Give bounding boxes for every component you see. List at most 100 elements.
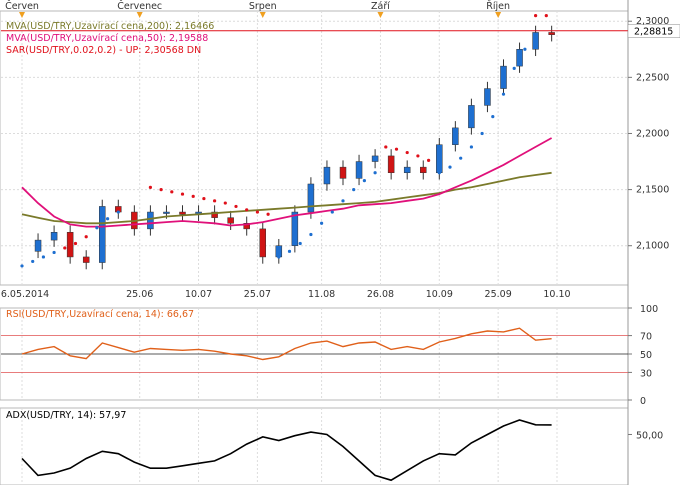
sar-point	[427, 158, 431, 163]
date-tick-label: 10.07	[185, 289, 212, 300]
rsi-tick-label: 0	[640, 396, 646, 407]
price-candle	[403, 166, 411, 174]
sar-point	[405, 150, 409, 155]
month-marker-icon	[495, 12, 502, 18]
date-tick-label: 26.05.2014	[0, 289, 49, 300]
price-tick-label: 2,2000	[636, 128, 669, 139]
month-strip	[0, 0, 628, 11]
adx-tick-label: 50,00	[636, 430, 663, 441]
sar-point	[309, 232, 313, 237]
sar-point	[223, 201, 227, 205]
sar-point	[202, 196, 206, 201]
price-candle	[468, 105, 475, 129]
price-candle	[259, 228, 266, 258]
sar-point	[491, 115, 495, 119]
price-candle	[211, 211, 218, 218]
price-candle	[34, 239, 42, 252]
rsi-tick-label: 50	[640, 350, 652, 361]
sar-point	[170, 190, 174, 194]
rsi-tick-label: 30	[640, 368, 652, 379]
price-candle	[50, 231, 58, 241]
sar-point	[159, 187, 163, 192]
sar-point	[384, 145, 388, 149]
price-candle	[371, 155, 379, 162]
sar-point	[341, 199, 345, 203]
price-candle	[163, 211, 170, 214]
sar-point	[352, 187, 356, 192]
mva-50-line	[21, 137, 553, 228]
price-tick-label: 2,1000	[636, 241, 669, 252]
sar-point	[298, 241, 302, 246]
adx-line	[21, 419, 552, 482]
sar-point	[180, 192, 185, 196]
sar-point	[277, 255, 281, 259]
price-candle	[82, 256, 90, 263]
adx-legend: ADX(USD/TRY, 14): 57,97	[6, 410, 126, 421]
sar-point	[501, 92, 506, 96]
month-label: Říjen	[486, 1, 510, 12]
month-marker-icon	[259, 12, 266, 18]
sar-point	[84, 235, 88, 239]
sar-point	[52, 250, 56, 255]
sar-point	[416, 154, 420, 158]
price-candle	[275, 245, 283, 258]
month-label: Září	[371, 1, 390, 12]
date-tick-label: 10.10	[543, 289, 570, 300]
sar-point	[148, 185, 152, 189]
sar-point	[287, 249, 292, 253]
price-legend-entry: MVA(USD/TRY,Uzavírací cena,50): 2,19588	[6, 33, 208, 44]
price-candle	[227, 217, 234, 224]
sar-point	[448, 165, 452, 169]
date-tick-label: 11.08	[308, 289, 335, 300]
sar-point	[95, 226, 99, 230]
sar-point	[20, 264, 24, 268]
price-legend-entry: MVA(USD/TRY,Uzavírací cena,200): 2,16466	[6, 21, 214, 32]
current-price-tag	[627, 24, 680, 38]
price-tick-label: 2,1500	[636, 185, 669, 196]
sar-point	[213, 199, 217, 203]
sar-point	[116, 210, 120, 214]
sar-point	[41, 255, 46, 259]
price-candle	[420, 166, 427, 174]
sar-point	[245, 208, 249, 212]
date-tick-label: 26.08	[367, 289, 394, 300]
rsi-legend: RSI(USD/TRY,Uzavírací cena, 14): 66,67	[6, 309, 194, 320]
month-marker-icon	[136, 12, 143, 18]
rsi-tick-label: 100	[640, 304, 658, 315]
sar-point	[234, 204, 238, 209]
sar-point	[255, 210, 259, 214]
sar-point	[544, 14, 548, 18]
sar-point	[523, 47, 527, 51]
price-candle	[500, 65, 507, 89]
sar-point	[373, 171, 377, 175]
sar-point	[362, 179, 366, 183]
price-candle	[291, 211, 299, 246]
price-candle	[484, 88, 491, 106]
price-candle	[436, 144, 443, 174]
current-price-value: 2,28815	[634, 27, 673, 38]
sar-point	[459, 156, 463, 160]
sar-point	[320, 221, 324, 225]
price-legend-entry: SAR(USD/TRY,0.02,0.2) - UP: 2,30568 DN	[6, 45, 201, 56]
price-candle	[548, 32, 555, 35]
sar-point	[330, 210, 334, 214]
price-tick-label: 2,2500	[636, 72, 669, 83]
price-candle	[387, 155, 395, 174]
price-candle	[243, 223, 250, 230]
date-tick-label: 25.09	[485, 289, 512, 300]
rsi-line	[21, 327, 552, 361]
sar-point	[480, 131, 484, 136]
sar-point	[266, 212, 270, 216]
month-label: Červen	[5, 0, 39, 12]
price-candle	[147, 211, 154, 230]
sar-point	[512, 66, 516, 70]
price-candle	[355, 161, 363, 179]
sar-point	[63, 246, 67, 250]
mva-200-line	[21, 171, 552, 225]
sar-point	[73, 241, 78, 246]
month-label: Červenec	[117, 0, 162, 12]
price-tick-label: 2,3000	[636, 16, 669, 27]
month-label: Srpen	[249, 1, 277, 12]
